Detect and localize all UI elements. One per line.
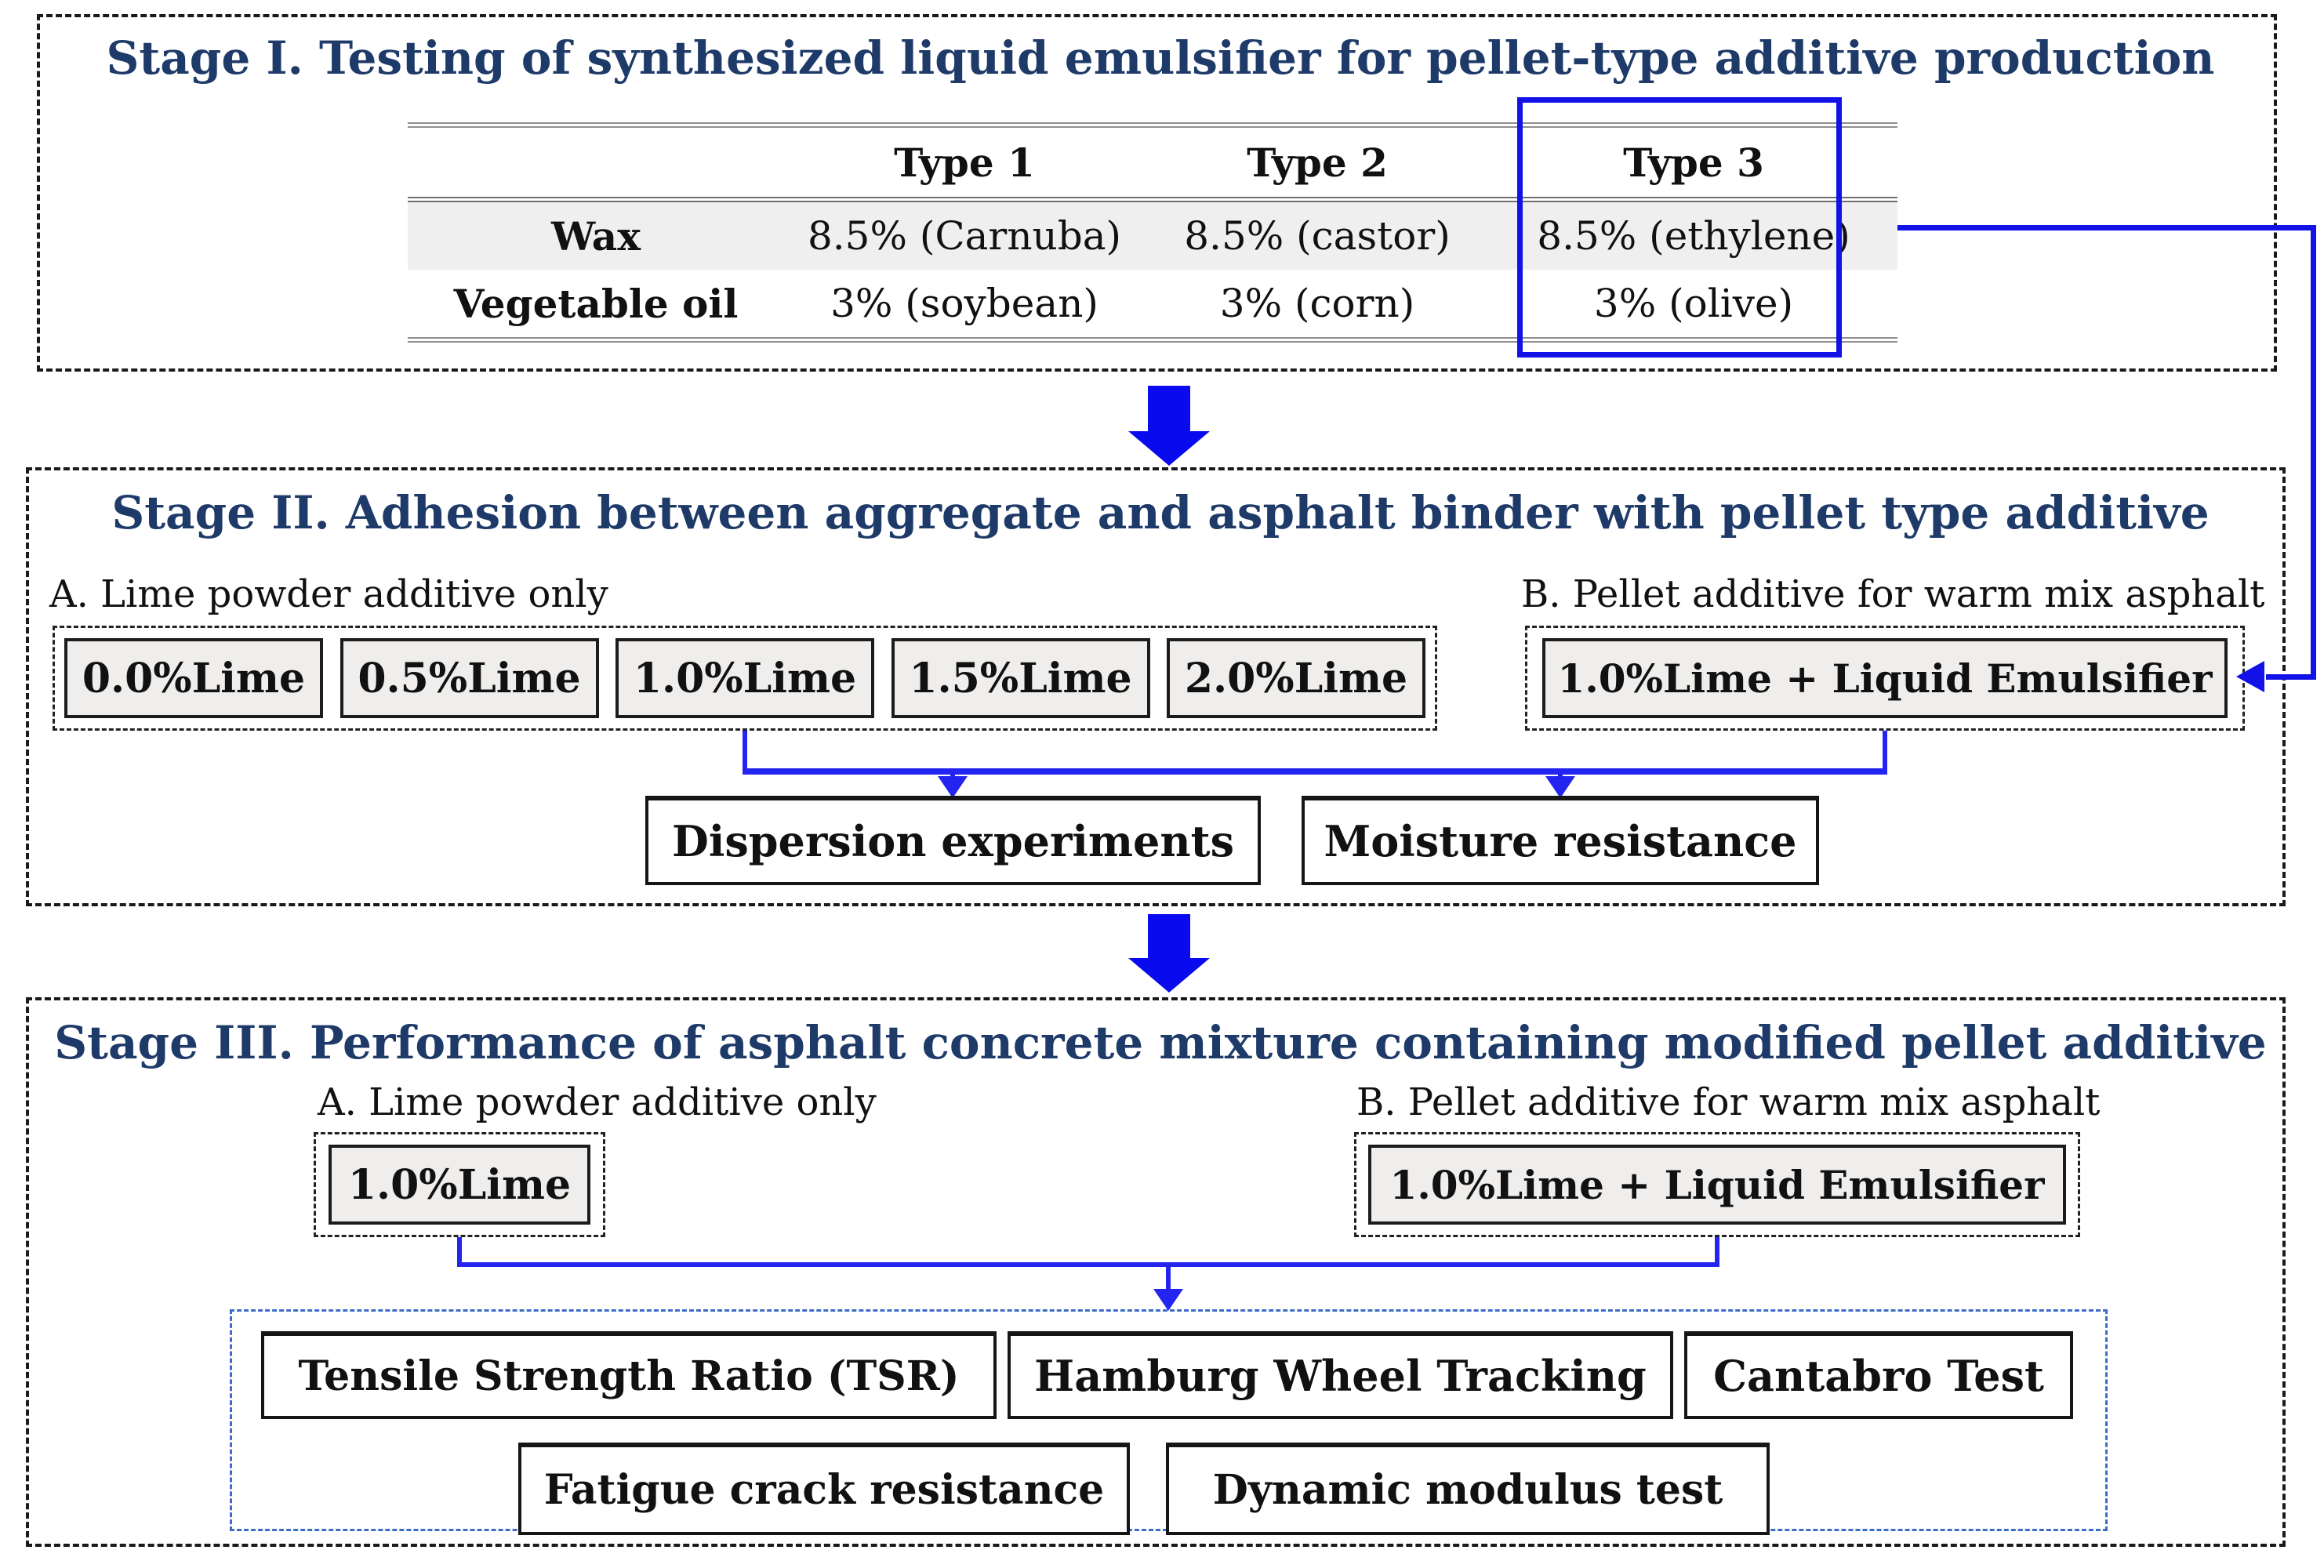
stage2-section-a-label: A. Lime powder additive only bbox=[49, 572, 608, 616]
row-label-wax: Wax bbox=[550, 212, 641, 260]
arrowhead-down-moisture-icon bbox=[1545, 776, 1575, 798]
lime-emulsifier-box-stage2: 1.0%Lime + Liquid Emulsifier bbox=[1542, 638, 2228, 718]
cell-wax-type3: 8.5% (ethylene) bbox=[1537, 213, 1850, 259]
stage3-pellet-group: 1.0%Lime + Liquid Emulsifier bbox=[1354, 1132, 2080, 1237]
table-row-vegetable-oil: Vegetable oil 3% (soybean) 3% (corn) 3% … bbox=[408, 270, 1897, 343]
table-row-wax: Wax 8.5% (Carnuba) 8.5% (castor) 8.5% (e… bbox=[408, 202, 1897, 270]
connector-s2-b-drop bbox=[1883, 731, 1887, 773]
connector-s2-horizontal bbox=[743, 768, 1887, 775]
stage2-section-b-label: B. Pellet additive for warm mix asphalt bbox=[1521, 572, 2265, 616]
cell-oil-type2: 3% (corn) bbox=[1219, 281, 1415, 326]
stage3-section-a-label: A. Lime powder additive only bbox=[318, 1080, 877, 1124]
cantabro-test-box: Cantabro Test bbox=[1684, 1331, 2073, 1419]
lime-box-1: 0.5%Lime bbox=[340, 638, 599, 718]
stage3-title: Stage III. Performance of asphalt concre… bbox=[54, 1016, 2267, 1069]
stage2-pellet-group: 1.0%Lime + Liquid Emulsifier bbox=[1525, 626, 2245, 731]
type3-highlight-rectangle bbox=[1517, 97, 1842, 358]
dispersion-experiments-box: Dispersion experiments bbox=[645, 796, 1261, 885]
dynamic-modulus-test-box: Dynamic modulus test bbox=[1166, 1443, 1770, 1535]
table-header-type3: Type 3 bbox=[1623, 139, 1764, 186]
cell-wax-type1: 8.5% (Carnuba) bbox=[807, 213, 1122, 259]
cell-oil-type1: 3% (soybean) bbox=[830, 281, 1098, 326]
arrowhead-down-dispersion-icon bbox=[938, 776, 968, 798]
block-arrow-down-2-head-icon bbox=[1128, 958, 1210, 993]
lime-box-2: 1.0%Lime bbox=[615, 638, 874, 718]
hamburg-wheel-tracking-box: Hamburg Wheel Tracking bbox=[1008, 1331, 1673, 1419]
lime-box-stage3: 1.0%Lime bbox=[329, 1145, 590, 1225]
lime-box-4: 2.0%Lime bbox=[1167, 638, 1425, 718]
cell-oil-type3: 3% (olive) bbox=[1593, 281, 1794, 326]
stage3-section-b-label: B. Pellet additive for warm mix asphalt bbox=[1356, 1080, 2101, 1124]
connector-s3-a-drop bbox=[457, 1237, 462, 1267]
stage1-title: Stage I. Testing of synthesized liquid e… bbox=[106, 31, 2215, 85]
stage3-lime-group: 1.0%Lime bbox=[314, 1132, 605, 1237]
connector-s3-horizontal bbox=[457, 1262, 1719, 1267]
table-header-type2: Type 2 bbox=[1247, 139, 1388, 186]
connector-s3-b-drop bbox=[1715, 1237, 1719, 1267]
stage2-title: Stage II. Adhesion between aggregate and… bbox=[111, 486, 2210, 539]
fatigue-crack-resistance-box: Fatigue crack resistance bbox=[518, 1443, 1130, 1535]
block-arrow-down-1-head-icon bbox=[1128, 431, 1210, 466]
connector-s2-a-drop bbox=[743, 731, 747, 773]
lime-emulsifier-box-stage3: 1.0%Lime + Liquid Emulsifier bbox=[1368, 1145, 2066, 1225]
connector-type3-vertical bbox=[2311, 225, 2316, 680]
lime-box-3: 1.5%Lime bbox=[891, 638, 1150, 718]
table-header-type1: Type 1 bbox=[894, 139, 1035, 186]
tsr-test-box: Tensile Strength Ratio (TSR) bbox=[261, 1331, 997, 1419]
stage2-lime-group: 0.0%Lime 0.5%Lime 1.0%Lime 1.5%Lime 2.0%… bbox=[53, 626, 1437, 731]
connector-type3-horizontal bbox=[1836, 225, 2316, 230]
arrowhead-left-icon bbox=[2236, 661, 2264, 692]
block-arrow-down-1-shaft-icon bbox=[1148, 386, 1190, 434]
moisture-resistance-box: Moisture resistance bbox=[1302, 796, 1819, 885]
arrowhead-down-tests-icon bbox=[1153, 1289, 1183, 1311]
stage3-container bbox=[26, 997, 2286, 1547]
lime-box-0: 0.0%Lime bbox=[64, 638, 323, 718]
emulsifier-table: Type 1 Type 2 Type 3 Wax 8.5% (Carnuba) … bbox=[408, 122, 1897, 343]
table-header-row: Type 1 Type 2 Type 3 bbox=[408, 122, 1897, 202]
connector-type3-into-b bbox=[2266, 674, 2315, 680]
connector-s3-center-drop bbox=[1166, 1267, 1171, 1292]
cell-wax-type2: 8.5% (castor) bbox=[1184, 213, 1451, 259]
block-arrow-down-2-shaft-icon bbox=[1148, 914, 1190, 961]
stage2-container bbox=[26, 467, 2286, 906]
row-label-vegetable-oil: Vegetable oil bbox=[453, 280, 739, 327]
stage1-container bbox=[37, 14, 2277, 372]
